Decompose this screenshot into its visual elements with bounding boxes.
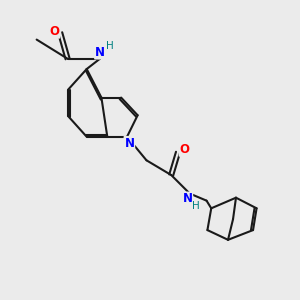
Text: N: N <box>182 192 192 206</box>
Text: O: O <box>49 25 59 38</box>
Text: H: H <box>192 201 200 211</box>
Text: H: H <box>106 41 114 51</box>
Text: N: N <box>95 46 105 59</box>
Text: O: O <box>179 143 190 156</box>
Text: N: N <box>124 137 134 150</box>
